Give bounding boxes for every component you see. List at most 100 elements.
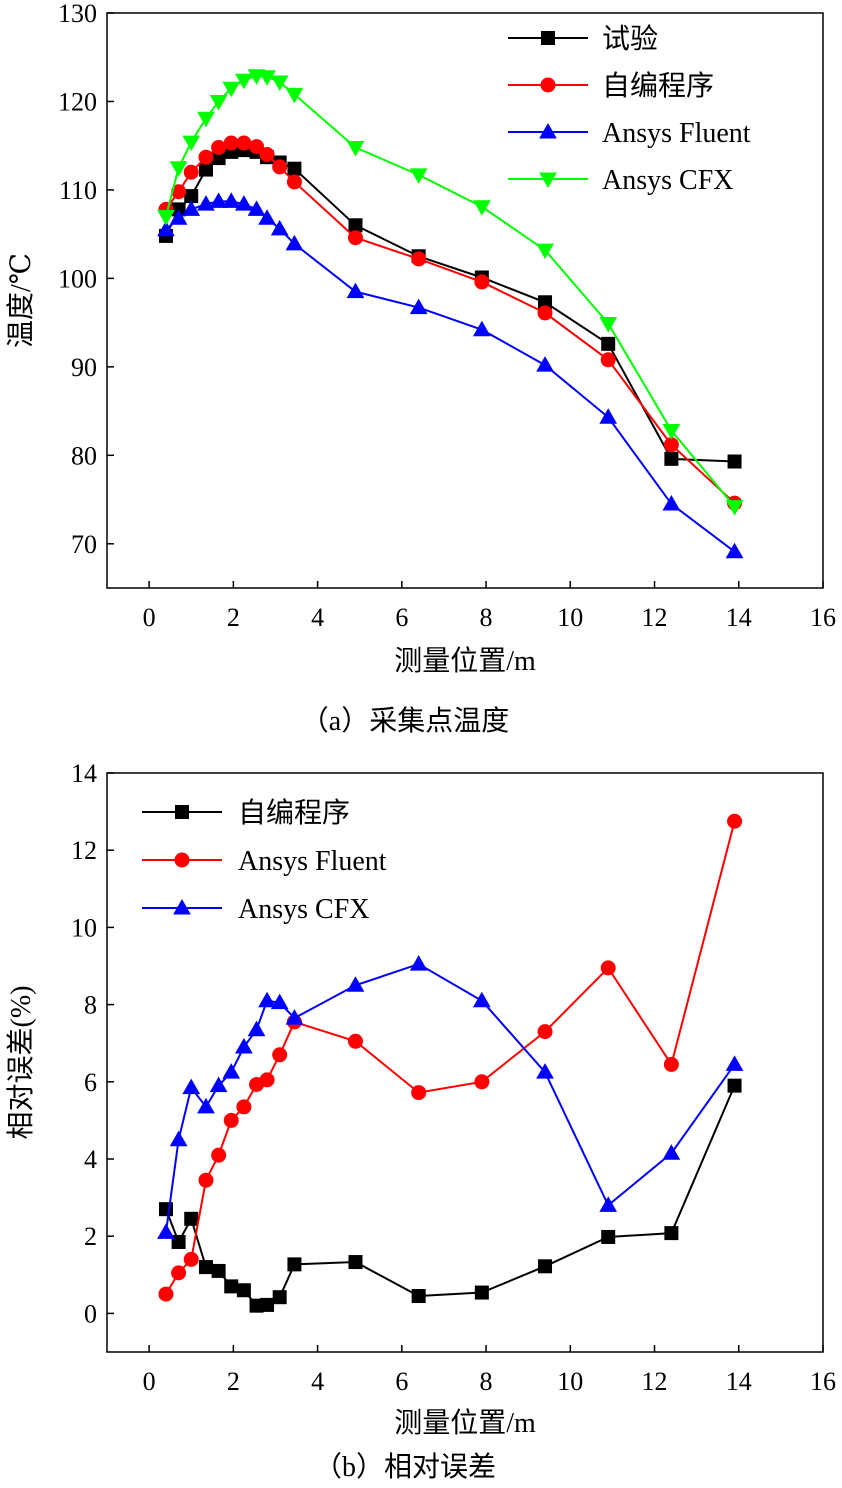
x-tick-label: 16 [810,1367,836,1396]
data-point [537,1024,553,1040]
data-point [409,168,428,184]
x-tick-label: 8 [480,1367,493,1396]
x-tick-label: 10 [557,1367,583,1396]
data-point [222,1063,241,1079]
y-tick-label: 12 [71,836,97,865]
data-point [198,162,213,177]
y-tick-label: 110 [59,176,97,205]
data-point [474,1074,490,1090]
data-point [662,424,681,440]
series-1 [158,813,743,1302]
chart-b-relative-error: 0 2 4 6 8 10 12 14 16 0 2 4 6 8 10 12 14 测量位置/m 相对误差(%) （b）… [5,759,836,1483]
chart-caption: （a）采集点温度 [301,705,509,737]
series-2 [157,192,744,559]
legend-label: Ansys CFX [602,165,733,196]
data-point [183,164,199,180]
data-point [411,1289,426,1304]
data-point [197,111,215,128]
chart-caption: （b）相对误差 [314,1451,496,1483]
x-tick-label: 14 [726,603,752,632]
data-point [169,1130,188,1147]
y-axis-title: 相对误差(%) [5,986,37,1140]
data-point [197,1097,215,1114]
data-point [258,209,276,225]
data-point [663,437,679,453]
x-tick-label: 0 [143,1367,156,1396]
data-point [725,1055,744,1071]
data-point [235,73,253,90]
chart-a-temperature: 0 2 4 6 8 10 12 14 16 70 80 90 100 110 120 130 测量位置/m 温度/… [5,0,836,737]
data-point [538,1259,553,1274]
data-point [346,140,365,157]
legend-marker [174,852,190,868]
data-point [247,1020,266,1037]
data-point [157,220,175,237]
data-point [197,195,215,211]
data-point [211,1147,227,1163]
data-point [664,451,679,466]
data-point [209,192,228,208]
legend-label: Ansys CFX [238,894,369,925]
data-point [236,1283,251,1298]
data-point [348,1255,363,1270]
data-point [209,1076,228,1093]
legend-marker [175,805,189,819]
legend-marker [541,31,555,45]
data-point [411,1085,427,1101]
data-point [286,174,302,190]
y-tick-label: 100 [58,264,97,293]
y-tick-label: 6 [84,1068,97,1097]
data-point [536,356,554,372]
data-point [727,1078,742,1093]
x-tick-label: 0 [143,603,156,632]
data-point [198,149,214,165]
legend-label: 自编程序 [238,797,350,829]
data-point [247,200,266,216]
data-point [224,1279,239,1294]
data-point [270,219,289,236]
series-2 [157,955,744,1239]
data-point [346,976,365,992]
data-point [211,139,227,155]
data-point [409,955,428,971]
data-point [236,135,252,151]
data-point [209,94,228,111]
x-tick-label: 8 [480,603,493,632]
data-point [182,135,201,152]
legend-marker [173,898,191,915]
y-tick-label: 2 [84,1222,97,1251]
data-point [536,243,554,260]
data-point [183,1251,199,1267]
data-point [235,195,253,211]
x-axis-title: 测量位置/m [394,645,536,677]
data-point [662,494,681,511]
data-point [662,1144,681,1160]
data-point [198,1260,213,1275]
data-point [472,200,491,216]
data-point [171,1265,187,1281]
legend-label: 试验 [602,23,658,55]
x-tick-label: 6 [395,603,408,632]
data-point [258,991,276,1008]
data-point [725,500,744,516]
x-tick-label: 12 [642,603,668,632]
data-point [474,274,490,290]
plot-frame [106,12,824,589]
data-point [270,993,289,1010]
data-point [347,230,363,246]
data-point [169,161,188,177]
data-point [157,209,175,226]
series-line [164,962,736,1233]
data-point [235,1038,253,1054]
data-point [287,161,302,176]
data-point [211,1263,226,1278]
data-point [600,352,616,368]
data-point [727,813,743,829]
series-0 [158,1078,742,1313]
data-point [182,1078,201,1095]
y-tick-label: 130 [58,0,97,28]
legend-marker [539,172,557,189]
data-point [259,147,275,163]
data-point [171,1234,186,1249]
